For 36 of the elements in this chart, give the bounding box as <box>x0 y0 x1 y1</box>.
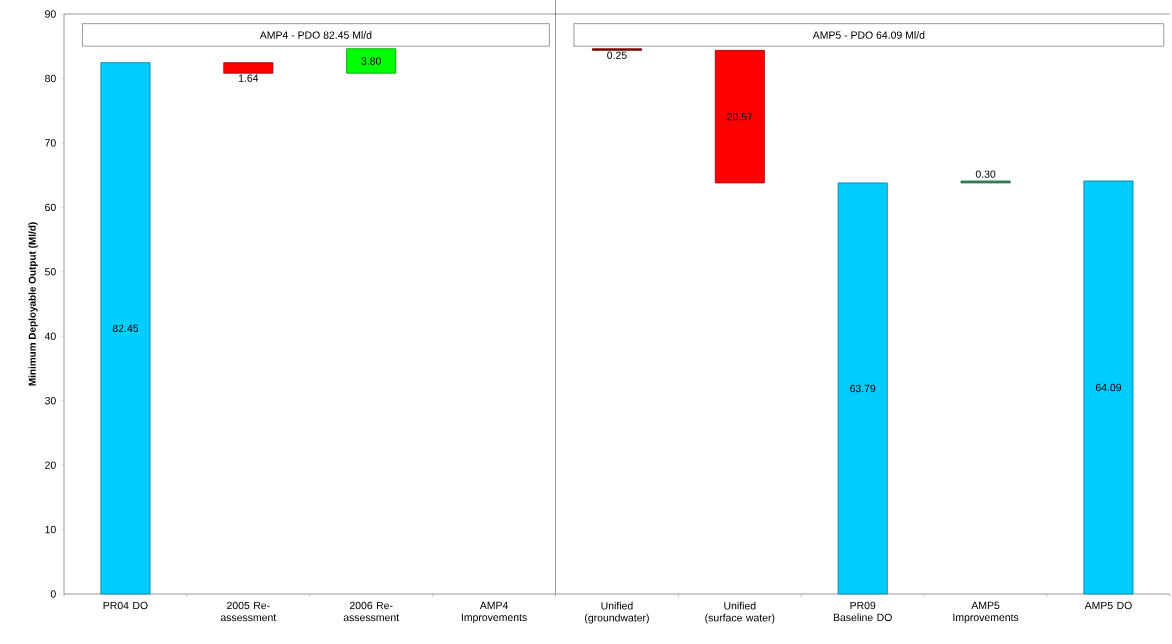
y-tick-label: 20 <box>45 461 56 469</box>
data-label: 82.45 <box>112 324 139 333</box>
data-label: 20.57 <box>727 112 753 121</box>
bar <box>1083 180 1134 595</box>
y-tick-label: 40 <box>44 332 56 340</box>
y-tick-label: 10 <box>45 525 56 534</box>
x-tick-label: Unified (surface water) <box>705 601 775 624</box>
bar <box>223 62 274 74</box>
y-tick-label: 60 <box>45 203 56 212</box>
data-label: 0.25 <box>607 51 627 59</box>
bar <box>346 48 397 74</box>
annotation: AMP5 - PDO 64.09 Ml/d <box>812 31 925 39</box>
y-axis-title: Minimum Deployable Output (Ml/d) <box>28 222 38 386</box>
x-tick-label: AMP5 DO <box>1084 601 1132 610</box>
y-tick-label: 0 <box>50 590 56 598</box>
x-tick-label: PR09 Baseline DO <box>833 601 892 622</box>
x-tick-label: AMP5 Improvements <box>953 601 1019 624</box>
y-tick-label: 90 <box>45 10 56 18</box>
data-label: 63.79 <box>850 384 876 393</box>
data-label: 1.64 <box>238 74 259 82</box>
x-tick-label: 2005 Re-assessment <box>220 601 277 622</box>
y-tick-label: 30 <box>44 396 56 405</box>
y-tick-label: 70 <box>45 139 56 147</box>
x-tick-label: Unified (groundwater) <box>585 601 649 624</box>
bar <box>100 62 151 595</box>
annotation: AMP4 - PDO 82.45 Ml/d <box>259 31 372 39</box>
data-label: 64.09 <box>1095 383 1122 392</box>
x-tick-label: AMP4 Improvements <box>461 601 527 624</box>
bar <box>714 49 765 184</box>
bar <box>837 182 888 595</box>
data-label: 3.80 <box>361 57 381 65</box>
y-tick-label: 80 <box>45 74 56 83</box>
x-tick-label: PR04 DO <box>103 601 148 610</box>
data-label: 0.30 <box>975 170 996 178</box>
x-tick-label: 2006 Re-assessment <box>343 601 400 622</box>
y-tick-label: 50 <box>45 268 56 276</box>
